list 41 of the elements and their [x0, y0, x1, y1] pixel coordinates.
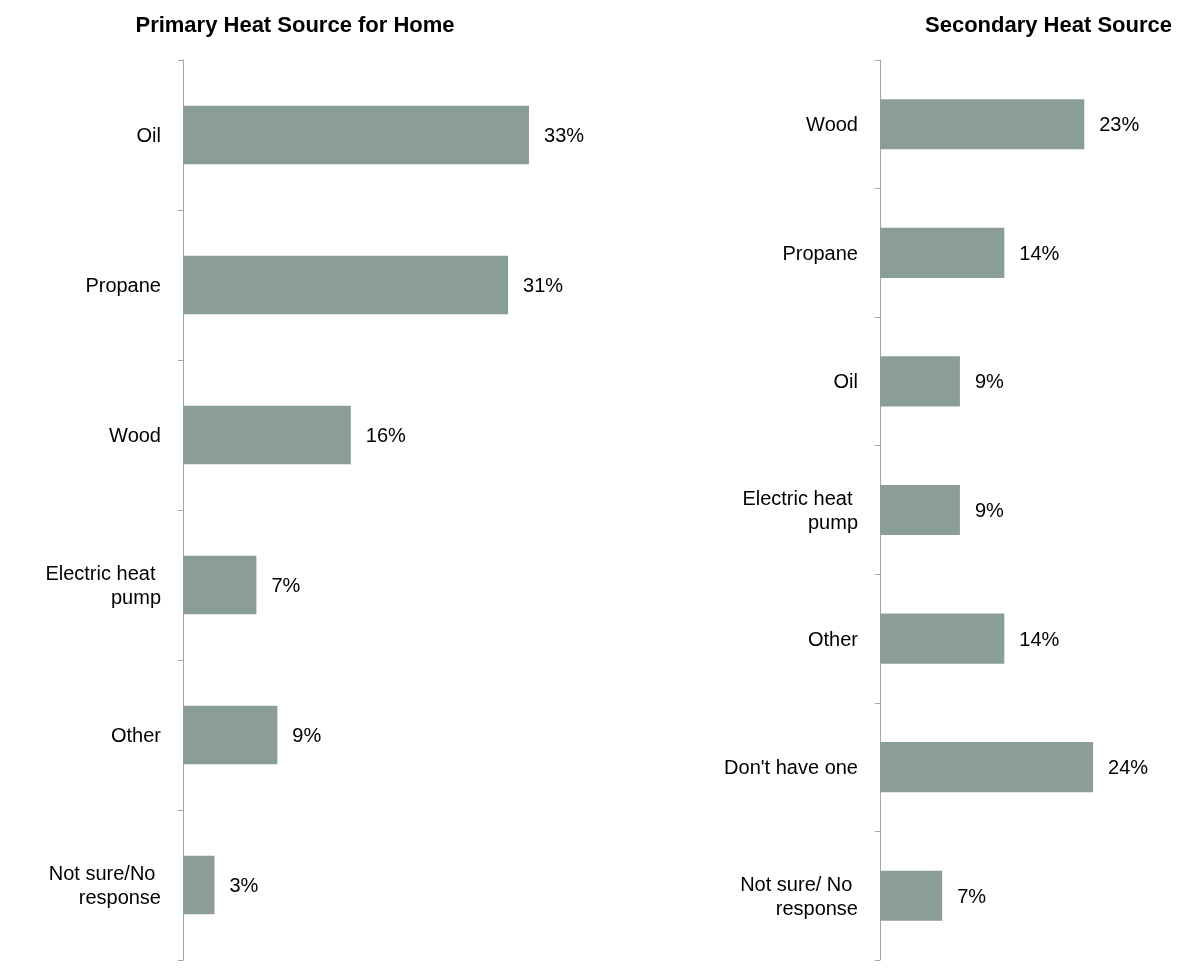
y-tick-label: Don't have one: [724, 756, 858, 779]
y-tick-label: Other: [807, 627, 859, 650]
y-tick-label: Not sure/ No response: [740, 872, 858, 919]
bar: [880, 484, 960, 536]
bar: [183, 555, 257, 615]
y-tick-label: Wood: [806, 113, 858, 136]
y-tick-label: Oil: [833, 370, 858, 393]
chart-title: Secondary Heat Source: [925, 11, 1172, 37]
data-label: 33%: [544, 124, 585, 146]
bar: [880, 227, 1005, 278]
y-tick-label: Other: [110, 724, 162, 746]
bar: [880, 356, 960, 407]
y-tick-label: Wood: [109, 424, 161, 446]
bar: [183, 705, 278, 765]
y-tick-label: Electric heat pump: [45, 562, 161, 608]
data-label: 14%: [1019, 627, 1060, 650]
data-label: 16%: [365, 424, 407, 446]
data-label: 31%: [523, 274, 564, 296]
data-label: 24%: [1108, 756, 1149, 779]
y-tick-label: Oil: [136, 124, 161, 146]
y-tick-label: Electric heat pump: [742, 487, 858, 533]
data-label: 7%: [271, 574, 301, 596]
data-label: 3%: [229, 874, 259, 896]
bar: [880, 613, 1005, 664]
bar: [183, 255, 509, 315]
bar: [183, 405, 351, 465]
bar: [880, 742, 1094, 793]
y-tick-label: Not sure/No response: [48, 862, 161, 908]
bar: [183, 105, 530, 165]
y-tick-label: Propane: [782, 241, 858, 264]
data-label: 9%: [974, 370, 1005, 393]
data-label: 9%: [974, 499, 1005, 521]
bar: [880, 870, 943, 921]
bar: [880, 99, 1085, 150]
bar: [183, 855, 215, 915]
data-label: 14%: [1019, 241, 1060, 264]
chart-title: Primary Heat Source for Home: [135, 11, 455, 37]
y-tick-label: Propane: [85, 274, 161, 296]
data-label: 23%: [1099, 113, 1140, 136]
data-label: 9%: [292, 724, 322, 746]
data-label: 7%: [957, 884, 987, 907]
